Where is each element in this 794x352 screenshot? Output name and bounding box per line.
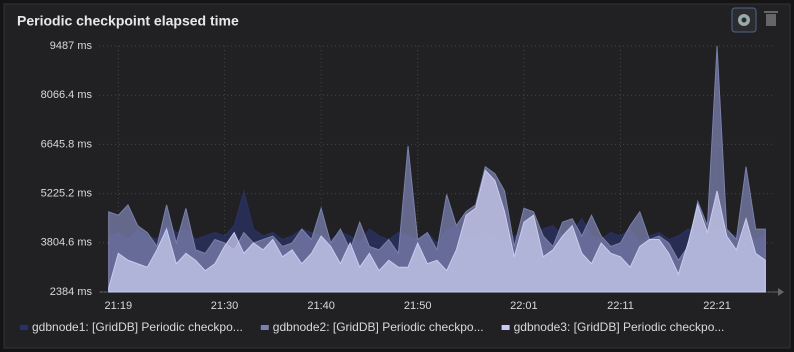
legend-label: gdbnode3: [GridDB] Periodic checkpo...	[514, 320, 725, 334]
legend-swatch	[501, 325, 510, 330]
delete-button[interactable]	[764, 11, 778, 26]
settings-button[interactable]	[731, 7, 757, 33]
legend-swatch	[260, 325, 269, 330]
x-tick-label: 21:50	[404, 300, 432, 312]
y-tick-label: 9487 ms	[50, 40, 93, 52]
y-tick-label: 3804.6 ms	[41, 237, 93, 249]
axis-arrow	[778, 288, 784, 296]
y-tick-label: 8066.4 ms	[41, 89, 93, 101]
legend-label: gdbnode1: [GridDB] Periodic checkpo...	[32, 320, 243, 334]
y-tick-label: 5225.2 ms	[41, 188, 93, 200]
x-tick-label: 21:30	[211, 300, 239, 312]
x-tick-label: 22:01	[510, 300, 538, 312]
panel	[3, 3, 791, 349]
y-tick-label: 6645.8 ms	[41, 138, 93, 150]
legend-swatch	[20, 325, 28, 330]
y-tick-label: 2384 ms	[50, 286, 93, 298]
x-tick-label: 22:11	[607, 300, 634, 312]
x-tick-label: 22:21	[703, 300, 731, 312]
area	[108, 169, 766, 293]
legend-label: gdbnode2: [GridDB] Periodic checkpo...	[273, 320, 484, 334]
x-tick-label: 21:40	[307, 300, 335, 312]
x-tick-label: 21:19	[105, 300, 133, 312]
chart-title: Periodic checkpoint elapsed time	[17, 13, 239, 29]
